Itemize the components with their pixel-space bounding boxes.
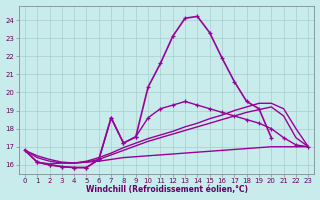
X-axis label: Windchill (Refroidissement éolien,°C): Windchill (Refroidissement éolien,°C): [85, 185, 248, 194]
